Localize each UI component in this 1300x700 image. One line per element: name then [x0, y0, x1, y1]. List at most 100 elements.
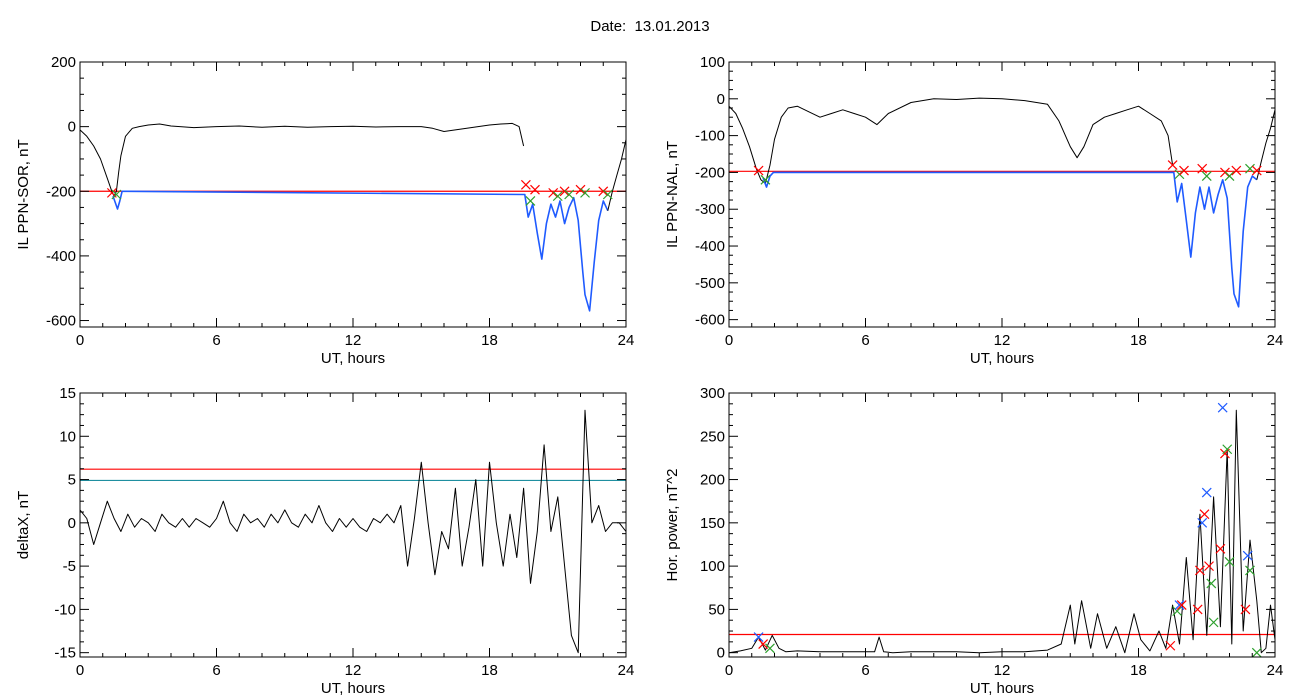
p1-marker-8 [564, 189, 575, 200]
p1-marker-10-stroke-b [580, 187, 590, 198]
p1-x-axis-title: UT, hours [321, 350, 385, 367]
p4-marker-3-stroke-b [1165, 640, 1176, 651]
p1-marker-1-stroke-b [111, 189, 122, 200]
p4-marker-21-stroke-b [1245, 565, 1255, 576]
p4-marker-9 [1197, 517, 1208, 528]
p4-marker-11 [1201, 487, 1212, 498]
p2-xtick-label: 24 [1267, 332, 1284, 349]
p4-marker-8 [1195, 565, 1205, 576]
p3-x-axis-title: UT, hours [321, 680, 385, 697]
p4-marker-10 [1199, 509, 1210, 520]
p1-marker-12-stroke-b [602, 189, 613, 200]
p4-marker-7-stroke-b [1192, 604, 1203, 615]
p4-marker-22 [1240, 604, 1251, 615]
p2-marker-4 [1179, 165, 1189, 176]
p4-marker-16-stroke-b [1217, 402, 1228, 413]
p1-marker-7-stroke-b [559, 186, 570, 197]
p4-marker-15-stroke-b [1215, 543, 1226, 554]
p1-xtick-label: 0 [76, 332, 84, 349]
p4-marker-9-stroke-b [1197, 517, 1208, 528]
p4-marker-23 [1251, 647, 1262, 658]
p2-xtick-label: 0 [725, 332, 733, 349]
p2-marker-4-stroke-b [1179, 165, 1189, 176]
p4-marker-20 [1242, 550, 1253, 561]
p2-marker-10 [1245, 163, 1255, 174]
p2-xtick-label: 12 [994, 332, 1011, 349]
p2-marker-5 [1197, 163, 1208, 174]
p2-ytick-label: -500 [695, 275, 725, 292]
p1-marker-11-stroke-b [598, 186, 609, 197]
p4-marker-1 [758, 639, 769, 649]
p4-marker-23-stroke-b [1251, 647, 1262, 658]
p2-marker-3 [1174, 169, 1185, 180]
p4-marker-10-stroke-b [1199, 509, 1210, 520]
p4-plot-frame [728, 392, 1276, 658]
p1-xtick-label: 18 [481, 332, 498, 349]
p4-marker-3 [1165, 640, 1176, 651]
p3-ytick-label: -10 [54, 601, 76, 618]
p2-panel: 0 6 12 18 24 100 0 -100 -200 -300 -400 -500 -600 UT, … [664, 54, 1283, 367]
p2-marker-1 [760, 174, 771, 185]
p2-marker-3-stroke-b [1174, 169, 1185, 180]
p4-marker-4-stroke-b [1172, 606, 1183, 617]
p4-ytick-label: 200 [700, 472, 725, 489]
p4-xtick-label: 12 [994, 662, 1011, 679]
p1-marker-3 [525, 196, 536, 206]
p4-marker-15 [1215, 543, 1226, 554]
p1-marker-6-stroke-b [552, 191, 563, 202]
p4-marker-21 [1245, 565, 1255, 576]
p4-marker-18-stroke-b [1222, 444, 1233, 455]
p4-marker-13 [1206, 578, 1217, 589]
p1-series-0 [79, 122, 525, 197]
p4-marker-2-stroke-b [765, 643, 775, 654]
p1-marker-5-stroke-b [548, 187, 559, 198]
p3-plot-frame [79, 392, 627, 658]
p4-x-axis-title: UT, hours [970, 680, 1034, 697]
p1-marker-0-stroke-b [106, 187, 117, 198]
p2-series-1 [762, 171, 1258, 308]
p2-marker-9 [1231, 165, 1242, 176]
p1-marker-11 [598, 186, 609, 197]
p2-xtick-label: 6 [861, 332, 869, 349]
p1-xtick-label: 12 [345, 332, 362, 349]
p2-x-axis-title: UT, hours [970, 350, 1034, 367]
p2-marker-6-stroke-b [1201, 171, 1212, 182]
p4-y-axis-title: Hor. power, nT^2 [664, 469, 681, 582]
p4-marker-19 [1224, 556, 1235, 567]
p4-xtick-label: 0 [725, 662, 733, 679]
p3-series-0 [79, 409, 627, 654]
p2-ytick-label: 100 [700, 54, 725, 71]
p1-marker-8-stroke-b [564, 189, 575, 200]
p4-xtick-label: 6 [861, 662, 869, 679]
p1-plot-frame [79, 61, 627, 328]
p1-marker-10 [580, 187, 590, 198]
p3-xtick-label: 24 [618, 662, 635, 679]
p2-series-0 [728, 97, 1174, 184]
p1-marker-4-stroke-b [530, 184, 540, 195]
p4-marker-5 [1174, 600, 1185, 610]
p1-series-1 [112, 190, 609, 312]
p2-ytick-label: -200 [695, 164, 725, 181]
p1-marker-5 [548, 187, 559, 198]
p2-marker-0-stroke-b [753, 165, 764, 176]
p2-marker-9-stroke-b [1231, 165, 1242, 176]
p1-ytick-label: 200 [51, 54, 76, 71]
p2-xtick-label: 18 [1130, 332, 1147, 349]
p1-xtick-label: 6 [212, 332, 220, 349]
p2-ytick-label: 0 [717, 91, 725, 108]
p4-marker-14 [1208, 617, 1219, 628]
p3-y-axis-title: deltaX, nT [15, 491, 32, 559]
p3-ytick-label: 15 [59, 385, 76, 402]
p1-marker-9 [575, 184, 586, 195]
p3-ytick-label: 5 [68, 472, 76, 489]
p4-ytick-label: 100 [700, 558, 725, 575]
p1-marker-7 [559, 186, 570, 197]
p4-marker-22-stroke-b [1240, 604, 1251, 615]
p1-marker-6 [552, 191, 563, 202]
p4-panel: 0 6 12 18 24 300 250 200 150 100 50 0 UT, hours Hor. … [664, 385, 1283, 697]
p4-xtick-label: 24 [1267, 662, 1284, 679]
p4-marker-0-stroke-b [753, 632, 764, 643]
p1-xtick-label: 24 [618, 332, 635, 349]
p2-marker-2 [1167, 160, 1178, 170]
